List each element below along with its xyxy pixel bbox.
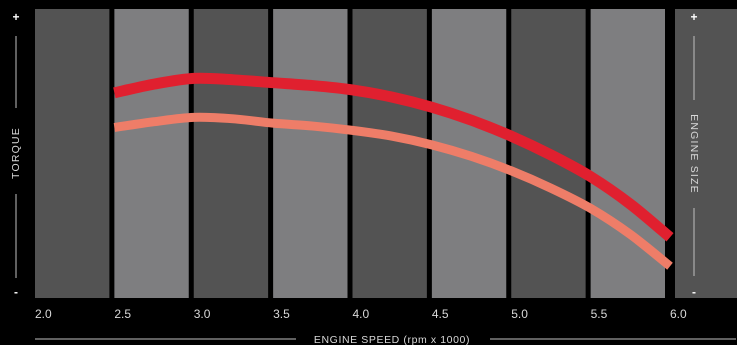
band-3.5-4.0 [273, 9, 348, 298]
x-axis-label: ENGINE SPEED (rpm x 1000) [314, 334, 470, 345]
band-2.0-2.5 [35, 9, 110, 298]
right-axis-label: ENGINE SIZE [688, 114, 700, 194]
background-bands [35, 9, 737, 298]
left-axis-plus-marker: + [12, 10, 19, 24]
x-tick-2.0: 2.0 [35, 307, 52, 321]
band-4.0-4.5 [352, 9, 427, 298]
x-tick-3.5: 3.5 [273, 307, 290, 321]
left-axis-minus-marker: - [14, 285, 18, 299]
x-tick-5.5: 5.5 [591, 307, 608, 321]
y-axis-label: TORQUE [10, 127, 22, 179]
x-tick-6.0: 6.0 [670, 307, 687, 321]
x-tick-5.0: 5.0 [511, 307, 528, 321]
series-line-2 [113, 112, 673, 270]
right-axis-minus-marker: - [692, 285, 696, 299]
series-line-1 [113, 72, 674, 242]
x-tick-2.5: 2.5 [114, 307, 131, 321]
x-tick-labels: 2.0 2.5 3.0 3.5 4.0 4.5 5.0 5.5 6.0 [35, 307, 687, 321]
band-3.0-3.5 [193, 9, 269, 298]
x-tick-4.5: 4.5 [432, 307, 449, 321]
x-tick-4.0: 4.0 [353, 307, 370, 321]
series-lines [113, 72, 674, 270]
band-after-6.0 [675, 9, 737, 298]
right-axis-plus-marker: + [690, 10, 697, 24]
x-tick-3.0: 3.0 [194, 307, 211, 321]
band-2.5-3.0 [114, 9, 189, 298]
